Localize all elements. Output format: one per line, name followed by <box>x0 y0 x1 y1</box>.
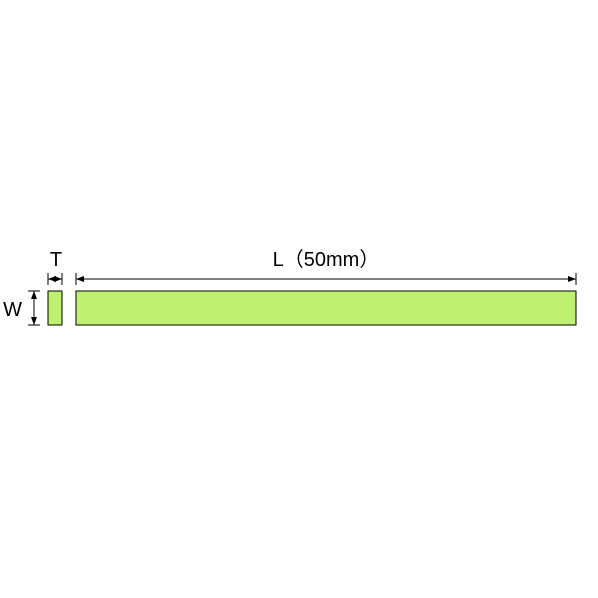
cross-section-face <box>48 291 62 325</box>
label-l: L（50mm） <box>273 248 380 271</box>
dimensional-diagram: W T L（50mm） <box>0 0 598 598</box>
label-w: W <box>3 299 22 321</box>
label-t: T <box>50 249 62 271</box>
main-bar <box>76 291 576 325</box>
